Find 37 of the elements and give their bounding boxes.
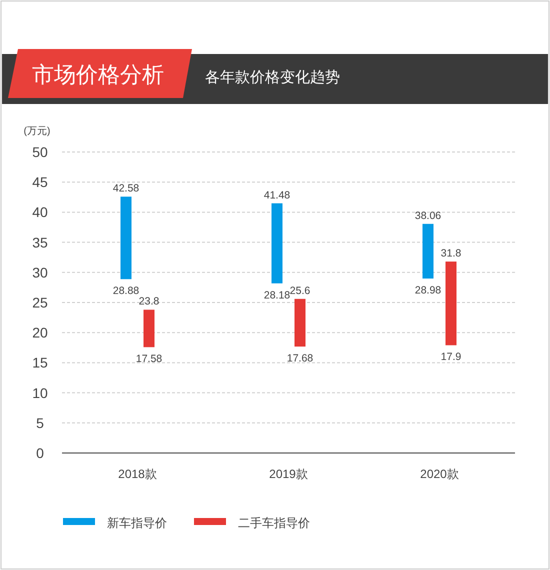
- y-tick-label: 40: [32, 204, 48, 220]
- y-tick-label: 10: [32, 384, 48, 401]
- y-tick-label: 0: [36, 445, 44, 461]
- y-tick-label: 5: [36, 414, 44, 431]
- y-tick-label: 45: [32, 174, 48, 190]
- x-tick-label: 2019款: [269, 467, 308, 481]
- annotation: 17.58: [136, 353, 162, 366]
- annotation: 31.8: [440, 248, 462, 260]
- y-tick-label: 15: [32, 354, 48, 371]
- annotation: 28.88: [112, 285, 140, 298]
- annotation: 25.6: [290, 284, 310, 297]
- x-tick-label: 2020款: [420, 467, 459, 481]
- bar: [272, 203, 282, 284]
- bar: [144, 310, 154, 348]
- legend-label: 二手车指导价: [238, 516, 310, 530]
- bar: [120, 196, 132, 280]
- y-tick-label: 50: [32, 144, 48, 160]
- bar: [422, 224, 434, 279]
- y-tick-label: 20: [32, 324, 48, 341]
- annotation: 17.9: [440, 351, 462, 364]
- annotation: 17.68: [286, 352, 314, 365]
- bar: [446, 262, 456, 346]
- annotation: 28.18: [264, 289, 290, 302]
- annotation: 41.48: [264, 189, 290, 202]
- x-tick-label: 2018款: [118, 467, 157, 481]
- annotation: 23.8: [138, 296, 160, 308]
- legend-label: 新车指导价: [107, 516, 167, 530]
- y-axis-title: (万元): [24, 126, 50, 137]
- bar: [294, 298, 306, 347]
- y-tick-label: 30: [32, 264, 48, 280]
- chart-subtitle: 各年款价格变化趋势: [205, 69, 340, 86]
- y-tick-label: 35: [32, 234, 48, 250]
- annotation: 28.98: [414, 284, 442, 297]
- annotation: 38.06: [414, 210, 442, 222]
- annotation: 42.58: [112, 182, 140, 195]
- chart-title: 市场价格分析: [32, 62, 164, 87]
- y-tick-label: 25: [32, 294, 48, 310]
